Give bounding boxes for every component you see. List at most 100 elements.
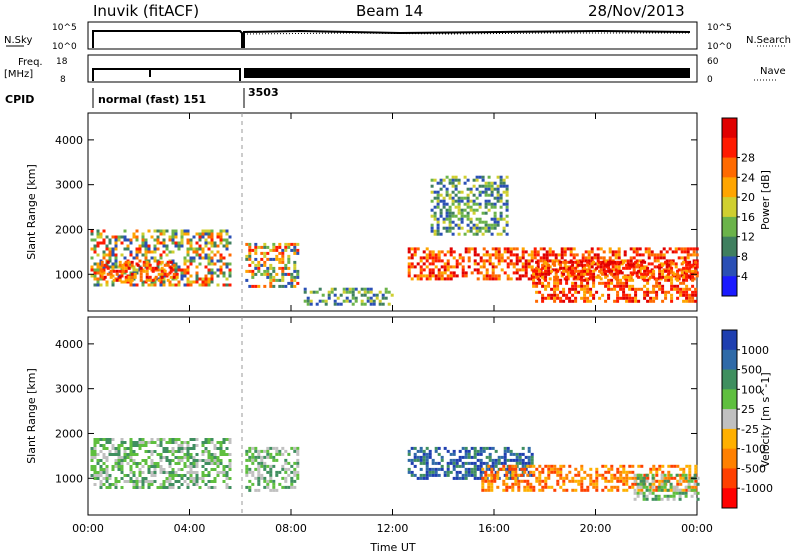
echo-cell — [105, 456, 109, 459]
echo-cell — [118, 263, 122, 267]
echo-cell — [436, 196, 440, 200]
echo-cell — [296, 281, 300, 285]
echo-cell — [446, 265, 450, 269]
echo-cell — [508, 464, 512, 468]
echo-cell — [586, 488, 590, 492]
echo-cell — [198, 477, 202, 480]
echo-cell — [678, 479, 682, 483]
echo-cell — [198, 256, 202, 260]
echo-cell — [437, 256, 441, 260]
echo-cell — [174, 262, 178, 266]
echo-cell — [162, 486, 166, 489]
echo-cell — [560, 250, 564, 254]
echo-cell — [452, 476, 456, 480]
echo-cell — [685, 488, 689, 492]
echo-cell — [248, 446, 252, 450]
echo-cell — [523, 485, 527, 489]
echo-cell — [636, 473, 640, 477]
echo-cell — [407, 274, 411, 278]
echo-cell — [180, 274, 184, 278]
echo-cell — [460, 190, 464, 194]
echo-cell — [351, 296, 355, 300]
echo-cell — [375, 296, 379, 300]
echo-cell — [535, 284, 539, 288]
echo-cell — [166, 263, 170, 267]
echo-cell — [186, 477, 190, 480]
echo-cell — [162, 480, 166, 483]
echo-cell — [222, 453, 226, 456]
echo-cell — [625, 278, 629, 282]
echo-cell — [691, 263, 695, 267]
echo-cell — [463, 232, 467, 236]
colorbar-segment — [722, 468, 737, 489]
echo-cell — [487, 187, 491, 191]
echo-cell — [481, 226, 485, 230]
x-tick-label: 04:00 — [174, 522, 206, 535]
echo-cell — [643, 278, 647, 282]
y-tick-label: 2000 — [55, 223, 83, 236]
echo-cell — [248, 251, 252, 255]
echo-cell — [481, 175, 485, 179]
echo-cell — [183, 456, 187, 459]
echo-cell — [645, 479, 649, 483]
echo-cell — [147, 259, 151, 263]
echo-cell — [413, 247, 417, 251]
echo-cell — [166, 278, 170, 282]
echo-cell — [653, 256, 657, 260]
echo-cell — [129, 456, 133, 459]
echo-cell — [433, 178, 437, 182]
echo-cell — [484, 187, 488, 191]
echo-cell — [688, 269, 692, 273]
echo-cell — [536, 253, 540, 257]
echo-cell — [518, 259, 522, 263]
echo-cell — [487, 479, 491, 483]
echo-cell — [162, 250, 166, 254]
echo-cell — [306, 299, 310, 303]
echo-cell — [656, 277, 660, 281]
echo-cell — [138, 441, 142, 444]
echo-cell — [419, 473, 423, 477]
echo-cell — [655, 278, 659, 282]
echo-cell — [100, 260, 104, 264]
x-tick-label: 12:00 — [377, 522, 409, 535]
echo-cell — [494, 247, 498, 251]
echo-cell — [168, 283, 172, 287]
echo-cell — [422, 452, 426, 456]
echo-cell — [425, 452, 429, 456]
echo-cell — [688, 287, 692, 291]
echo-cell — [171, 235, 175, 239]
echo-cell — [263, 242, 267, 246]
echo-cell — [431, 253, 435, 257]
echo-cell — [225, 241, 229, 245]
echo-cell — [571, 260, 575, 264]
echo-cell — [387, 290, 391, 294]
echo-cell — [99, 459, 103, 462]
echo-cell — [419, 256, 423, 260]
echo-cell — [619, 269, 623, 273]
echo-cell — [515, 271, 519, 275]
echo-cell — [216, 441, 220, 444]
echo-cell — [511, 488, 515, 492]
echo-cell — [225, 465, 229, 468]
echo-cell — [487, 181, 491, 185]
echo-cell — [257, 284, 261, 288]
echo-cell — [174, 450, 178, 453]
echo-cell — [228, 274, 232, 278]
echo-cell — [640, 275, 644, 279]
echo-cell — [658, 467, 662, 471]
echo-cell — [108, 265, 112, 269]
nsky-top-tick: 10^5 — [52, 23, 77, 33]
echo-cell — [106, 266, 110, 270]
echo-cell — [120, 241, 124, 245]
echo-cell — [225, 247, 229, 251]
echo-cell — [257, 461, 261, 465]
echo-cell — [494, 250, 498, 254]
echo-cell — [628, 476, 632, 480]
echo-cell — [219, 253, 223, 257]
echo-cell — [656, 253, 660, 257]
echo-cell — [183, 462, 187, 465]
echo-cell — [458, 476, 462, 480]
echo-cell — [652, 272, 656, 276]
echo-cell — [451, 190, 455, 194]
echo-cell — [132, 265, 136, 269]
